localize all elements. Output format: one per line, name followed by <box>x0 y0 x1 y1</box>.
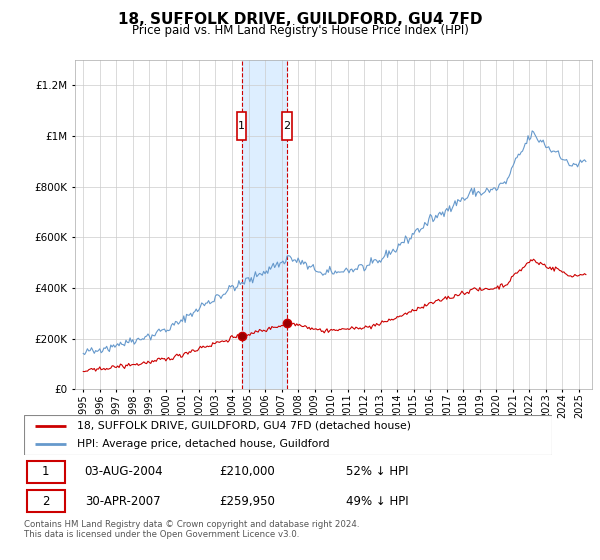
Text: 18, SUFFOLK DRIVE, GUILDFORD, GU4 7FD (detached house): 18, SUFFOLK DRIVE, GUILDFORD, GU4 7FD (d… <box>77 421 411 431</box>
FancyBboxPatch shape <box>24 415 552 455</box>
Text: 49% ↓ HPI: 49% ↓ HPI <box>346 495 409 508</box>
Text: 2: 2 <box>42 495 49 508</box>
Text: Contains HM Land Registry data © Crown copyright and database right 2024.
This d: Contains HM Land Registry data © Crown c… <box>24 520 359 539</box>
FancyBboxPatch shape <box>26 491 65 512</box>
Text: 03-AUG-2004: 03-AUG-2004 <box>85 465 163 478</box>
Bar <box>242 60 287 389</box>
FancyBboxPatch shape <box>26 461 65 483</box>
Text: 1: 1 <box>42 465 49 478</box>
Text: £259,950: £259,950 <box>220 495 275 508</box>
Text: 2: 2 <box>283 121 290 131</box>
Text: 18, SUFFOLK DRIVE, GUILDFORD, GU4 7FD: 18, SUFFOLK DRIVE, GUILDFORD, GU4 7FD <box>118 12 482 27</box>
FancyBboxPatch shape <box>283 112 292 139</box>
Text: HPI: Average price, detached house, Guildford: HPI: Average price, detached house, Guil… <box>77 439 329 449</box>
FancyBboxPatch shape <box>237 112 246 139</box>
Text: 1: 1 <box>238 121 245 131</box>
Text: 52% ↓ HPI: 52% ↓ HPI <box>346 465 409 478</box>
Text: Price paid vs. HM Land Registry's House Price Index (HPI): Price paid vs. HM Land Registry's House … <box>131 24 469 37</box>
Text: 30-APR-2007: 30-APR-2007 <box>85 495 160 508</box>
Text: £210,000: £210,000 <box>220 465 275 478</box>
